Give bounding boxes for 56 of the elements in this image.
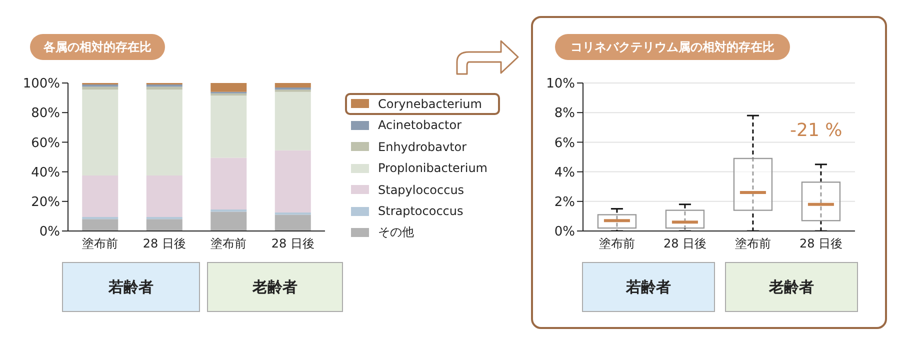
y-tick-label: 10%: [546, 76, 575, 92]
bar: [146, 86, 182, 90]
bar: [82, 216, 118, 220]
y-tick-label: 40%: [31, 165, 60, 180]
bar: [82, 86, 118, 90]
y-tick-label: 60%: [31, 136, 60, 151]
y-tick-label: 4%: [554, 165, 575, 180]
bar: [82, 176, 118, 217]
bar: [146, 84, 182, 87]
bar: [82, 90, 118, 176]
bar: [146, 176, 182, 217]
legend-label: Corynebacterium: [378, 96, 482, 111]
bar: [82, 219, 118, 231]
bar: [146, 90, 182, 176]
y-tick-label: 0%: [554, 224, 575, 240]
legend-label: Enhydrobavtor: [378, 140, 467, 154]
bar: [210, 212, 247, 231]
bar: [210, 83, 247, 92]
x-tick-label: 28 日後: [271, 236, 314, 251]
bar: [274, 83, 311, 88]
x-tick-label: 塗布前: [82, 236, 118, 251]
text: 若齢者: [62, 262, 200, 312]
bar: [274, 214, 311, 231]
bar: [274, 150, 311, 212]
y-tick-label: 80%: [31, 106, 60, 122]
legend-label: Acinetobactor: [378, 118, 462, 132]
bar: [210, 158, 247, 210]
bar: [146, 216, 182, 220]
x-tick-label: 28 日後: [142, 236, 186, 251]
y-tick-label: 20%: [31, 195, 60, 210]
bar: [210, 96, 247, 158]
x-tick-label: 28 日後: [799, 236, 843, 251]
legend-label: その他: [378, 224, 414, 242]
x-tick-label: 塗布前: [735, 236, 771, 251]
y-tick-label: 2%: [554, 195, 575, 210]
y-tick-label: 8%: [554, 106, 575, 122]
x-tick-label: 塗布前: [210, 236, 247, 251]
legend-label: Stapylococcus: [378, 182, 464, 197]
x-tick-label: 塗布前: [599, 236, 635, 251]
y-tick-label: 0%: [39, 224, 60, 240]
text: 若齢者: [582, 262, 715, 312]
annotation: -21 %: [790, 120, 842, 141]
text: 老齢者: [725, 262, 858, 312]
bar: [210, 93, 247, 96]
text: 老齢者: [207, 262, 343, 312]
bar: [146, 219, 182, 231]
y-tick-label: 6%: [554, 136, 575, 151]
chart-title: 各属の相対的存在比: [30, 34, 165, 60]
bar: [274, 87, 311, 90]
bar: [274, 92, 311, 150]
x-tick-label: 28 日後: [663, 236, 707, 251]
bar: [82, 84, 118, 87]
legend-label: Straptococcus: [378, 204, 464, 218]
y-tick-label: 100%: [22, 76, 60, 92]
legend-label: Proplonibacterium: [378, 161, 488, 176]
chart-title: コリネバクテリウム属の相対的存在比: [555, 34, 790, 60]
